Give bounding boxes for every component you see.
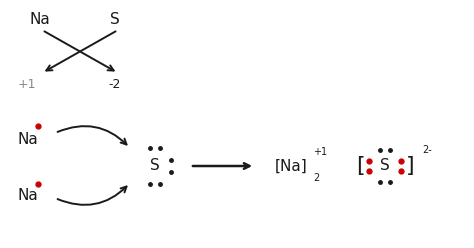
Text: S: S (150, 158, 160, 174)
Text: 2: 2 (313, 173, 319, 183)
Text: S: S (110, 12, 120, 28)
Text: [Na]: [Na] (275, 158, 308, 174)
Text: ]: ] (406, 156, 414, 176)
Text: Na: Na (30, 12, 51, 28)
Text: +1: +1 (313, 147, 327, 157)
Text: +1: +1 (18, 79, 36, 92)
Text: S: S (380, 158, 390, 174)
Text: 2-: 2- (422, 145, 432, 155)
Text: [: [ (356, 156, 365, 176)
Text: Na: Na (18, 188, 39, 204)
Text: Na: Na (18, 132, 39, 148)
Text: -2: -2 (108, 79, 120, 92)
